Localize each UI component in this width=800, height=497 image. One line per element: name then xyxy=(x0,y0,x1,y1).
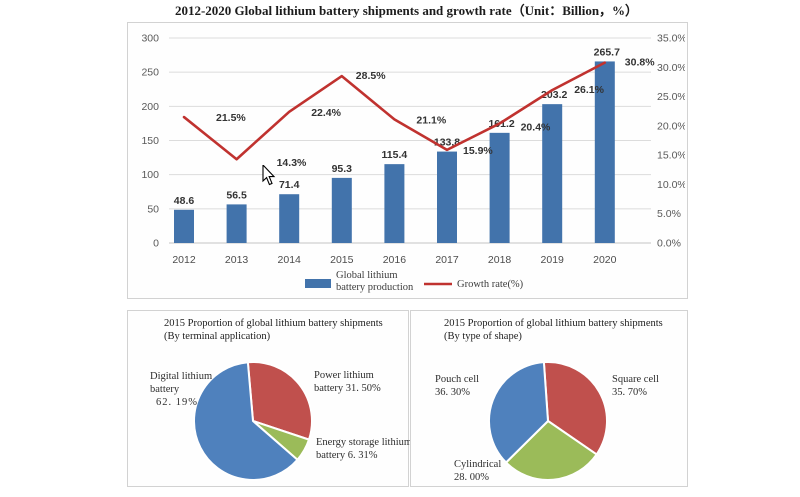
legend-bar-swatch xyxy=(305,279,331,288)
x-axis-year-label: 2016 xyxy=(383,254,407,266)
combo-chart-panel: 300 250 200 150 100 50 0 35.0% 30.0% 25.0% 20.0% 15… xyxy=(127,22,688,299)
bar-2012 xyxy=(174,209,194,243)
pie-chart-type-of-shape xyxy=(488,361,608,481)
growth-rate-label: 28.5% xyxy=(356,70,386,82)
x-axis-year-label: 2012 xyxy=(172,254,196,266)
pie-label-square-cell: Square cell 35. 70% xyxy=(612,374,659,398)
growth-rate-label: 15.9% xyxy=(463,145,493,157)
bar-value-label: 115.4 xyxy=(382,149,408,161)
bar-2018 xyxy=(489,132,510,243)
growth-rate-label: 21.1% xyxy=(416,114,446,126)
growth-rate-label: 22.4% xyxy=(311,107,341,119)
x-axis-year-label: 2017 xyxy=(435,254,459,266)
right-axis-tick-label: 5.0% xyxy=(657,208,681,220)
right-axis-tick-label: 30.0% xyxy=(657,62,685,74)
x-axis-year-label: 2014 xyxy=(278,254,302,266)
bar-2020 xyxy=(594,61,615,244)
mouse-cursor-icon xyxy=(262,165,276,186)
right-axis-tick-label: 10.0% xyxy=(657,179,685,191)
bar-2016 xyxy=(384,164,405,243)
pie-chart-terminal-application xyxy=(193,361,313,481)
pie-label-pouch-cell: Pouch cell 36. 30% xyxy=(435,374,480,398)
x-axis-year-label: 2015 xyxy=(330,254,354,266)
bar-value-label: 95.3 xyxy=(332,163,353,175)
pie-label-power-lithium-battery: Power lithium battery 31. 50% xyxy=(314,370,381,394)
bar-value-label: 133.8 xyxy=(434,137,460,149)
combo-chart-title: 2012-2020 Global lithium battery shipmen… xyxy=(174,3,639,18)
left-axis-tick-label: 200 xyxy=(141,101,159,113)
left-axis-tick-label: 250 xyxy=(141,67,159,79)
legend-bar-label-line2: battery production xyxy=(336,282,414,293)
right-axis-tick-label: 35.0% xyxy=(657,33,685,45)
legend-bar-label-line1: Global lithium xyxy=(336,270,398,281)
right-axis-tick-label: 25.0% xyxy=(657,91,685,103)
x-axis-year-label: 2020 xyxy=(593,254,617,266)
bar-2019 xyxy=(542,104,563,243)
right-axis-tick-label: 0.0% xyxy=(657,238,681,250)
left-axis-tick-label: 0 xyxy=(153,238,159,250)
pie-panel-terminal-application: 2015 Proportion of global lithium batter… xyxy=(127,310,413,487)
bar-value-label: 71.4 xyxy=(279,179,300,191)
growth-rate-line xyxy=(182,61,607,161)
x-axis-year-label: 2018 xyxy=(488,254,512,266)
right-axis-tick-label: 20.0% xyxy=(657,120,685,132)
bar-2014 xyxy=(279,194,300,243)
bar-value-label: 56.5 xyxy=(226,189,247,201)
growth-rate-label: 21.5% xyxy=(216,112,246,124)
combo-chart: 300 250 200 150 100 50 0 35.0% 30.0% 25.0% 20.0% 15… xyxy=(141,33,685,294)
pie-label-cylindrical: Cylindrical 28. 00% xyxy=(454,459,502,483)
right-axis-tick-label: 15.0% xyxy=(657,150,685,162)
pie-slice-cylindrical xyxy=(505,420,598,481)
pie-title-terminal-application: 2015 Proportion of global lithium batter… xyxy=(164,318,383,342)
x-axis-year-label: 2013 xyxy=(225,254,249,266)
bar-2013 xyxy=(226,204,247,243)
pie-panel-type-of-shape: 2015 Proportion of global lithium batter… xyxy=(410,310,688,487)
pie-slice-digital-lithium-battery xyxy=(193,361,299,481)
left-axis-tick-label: 300 xyxy=(141,33,159,45)
left-axis-tick-label: 150 xyxy=(141,135,159,147)
pie-slice-square-cell xyxy=(542,361,608,456)
bar-value-label: 265.7 xyxy=(594,46,620,58)
growth-rate-label: 30.8% xyxy=(625,57,655,69)
growth-rate-label: 20.4% xyxy=(521,122,551,134)
pie-label-energy-storage-lithium-battery: Energy storage lithium battery 6. 31% xyxy=(316,437,413,461)
pie-label-digital-lithium-battery: Digital lithium battery 62. 19% xyxy=(150,371,213,408)
bar-2015 xyxy=(331,177,352,243)
left-axis-tick-label: 100 xyxy=(141,169,159,181)
pie-title-type-of-shape: 2015 Proportion of global lithium batter… xyxy=(444,318,663,342)
pie-slice-pouch-cell xyxy=(488,361,549,464)
left-axis-tick-label: 50 xyxy=(147,203,159,215)
bar-2017 xyxy=(437,151,457,243)
growth-rate-label: 26.1% xyxy=(574,84,604,96)
legend-line-label: Growth rate(%) xyxy=(457,279,524,290)
growth-rate-label: 14.3% xyxy=(277,157,307,169)
pie-slice-power-lithium-battery xyxy=(246,361,313,441)
bar-value-label: 48.6 xyxy=(174,195,195,207)
x-axis-year-label: 2019 xyxy=(541,254,565,266)
